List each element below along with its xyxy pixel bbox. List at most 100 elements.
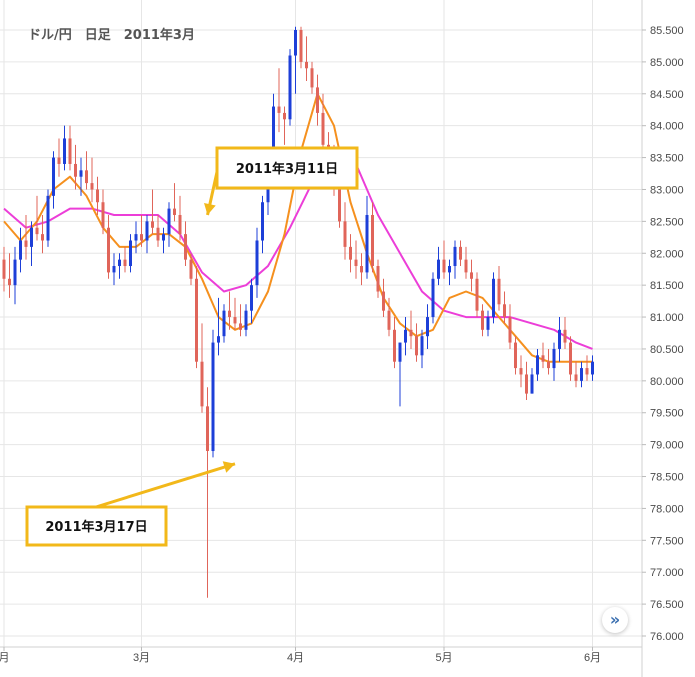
candle-body (217, 336, 220, 343)
candle-body (41, 234, 44, 241)
candle-body (239, 323, 242, 330)
candle-body (2, 259, 6, 279)
candle-body (8, 278, 11, 286)
candle-body (431, 278, 435, 318)
candle (151, 189, 154, 235)
candle (398, 342, 402, 407)
candle (497, 266, 501, 311)
candle (574, 361, 578, 388)
candle (288, 49, 292, 126)
candle-body (101, 202, 105, 228)
candle (321, 93, 325, 152)
candle-body (354, 259, 358, 267)
candle (233, 297, 237, 330)
x-tick-label: 6月 (584, 652, 601, 664)
scroll-right-button[interactable]: » (602, 607, 628, 633)
candle (409, 310, 413, 349)
candle (349, 234, 352, 273)
candle-body (547, 361, 550, 369)
candle (8, 253, 11, 298)
candle (475, 272, 479, 318)
annotation-arrowhead (222, 461, 235, 473)
y-tick-label: 78.000 (650, 503, 684, 515)
candle-body (580, 368, 583, 381)
candle (492, 272, 495, 324)
candle-body (365, 214, 369, 273)
candle (277, 68, 281, 133)
annotation-box (25, 505, 168, 547)
candle-body (162, 234, 165, 241)
candle-body (35, 227, 39, 235)
candle (112, 253, 116, 286)
candle-body (497, 278, 501, 305)
candle-body (514, 342, 517, 369)
candle-body (316, 87, 319, 113)
candle (283, 106, 286, 145)
candle-body (475, 278, 479, 311)
candle (547, 348, 550, 375)
candle (57, 138, 61, 177)
candle-body (310, 68, 314, 88)
candle-body (387, 310, 391, 330)
candle (360, 253, 363, 286)
candle-body (321, 112, 325, 145)
candle (96, 176, 99, 215)
candle-body (349, 246, 352, 260)
candle-body (404, 329, 407, 343)
candle (431, 272, 435, 324)
y-tick-label: 84.500 (650, 89, 684, 101)
candle-body (360, 266, 363, 273)
candle-body (255, 240, 259, 286)
candle (442, 240, 446, 279)
candle (156, 214, 160, 247)
candle-body (57, 157, 61, 164)
candle (189, 253, 193, 286)
candle-body (338, 189, 341, 222)
candle (536, 348, 539, 381)
candle-body (272, 106, 275, 171)
candle-body (13, 259, 17, 286)
candle (228, 291, 231, 330)
candle-body (563, 329, 567, 343)
candle-body (167, 208, 171, 235)
candle (206, 387, 209, 598)
candle-body (426, 317, 429, 337)
candle (2, 246, 6, 292)
candle-body (30, 227, 33, 247)
candle-body (552, 348, 556, 369)
candle (255, 227, 259, 298)
candle-body (530, 374, 534, 394)
candle-body (409, 329, 413, 337)
candle-body (442, 259, 446, 273)
candle (464, 246, 468, 279)
candle (63, 125, 66, 171)
candle-body (24, 240, 28, 247)
candle-body (112, 266, 116, 273)
y-tick-label: 80.500 (650, 344, 684, 356)
candle (448, 259, 451, 286)
candle-body (134, 234, 138, 241)
candle-body (492, 278, 495, 318)
candle (558, 317, 561, 362)
candle (46, 189, 50, 247)
candle (173, 183, 176, 222)
candle-body (415, 336, 418, 356)
candle (239, 304, 242, 337)
candle (162, 227, 165, 254)
candle-body (277, 106, 281, 113)
candle (200, 323, 204, 413)
candle-body (96, 189, 99, 203)
y-tick-label: 82.000 (650, 248, 684, 260)
candle-body (228, 310, 231, 318)
candle-body (250, 285, 253, 311)
candle-body (184, 234, 187, 260)
candle (250, 278, 253, 324)
candle (525, 361, 528, 400)
candle (123, 246, 127, 273)
annotation-callout: 2011年3月11日 (204, 146, 359, 216)
candle (563, 317, 567, 349)
candle (354, 240, 358, 279)
annotation-callout: 2011年3月17日 (25, 461, 236, 547)
annotation-label: 2011年3月17日 (45, 519, 147, 535)
